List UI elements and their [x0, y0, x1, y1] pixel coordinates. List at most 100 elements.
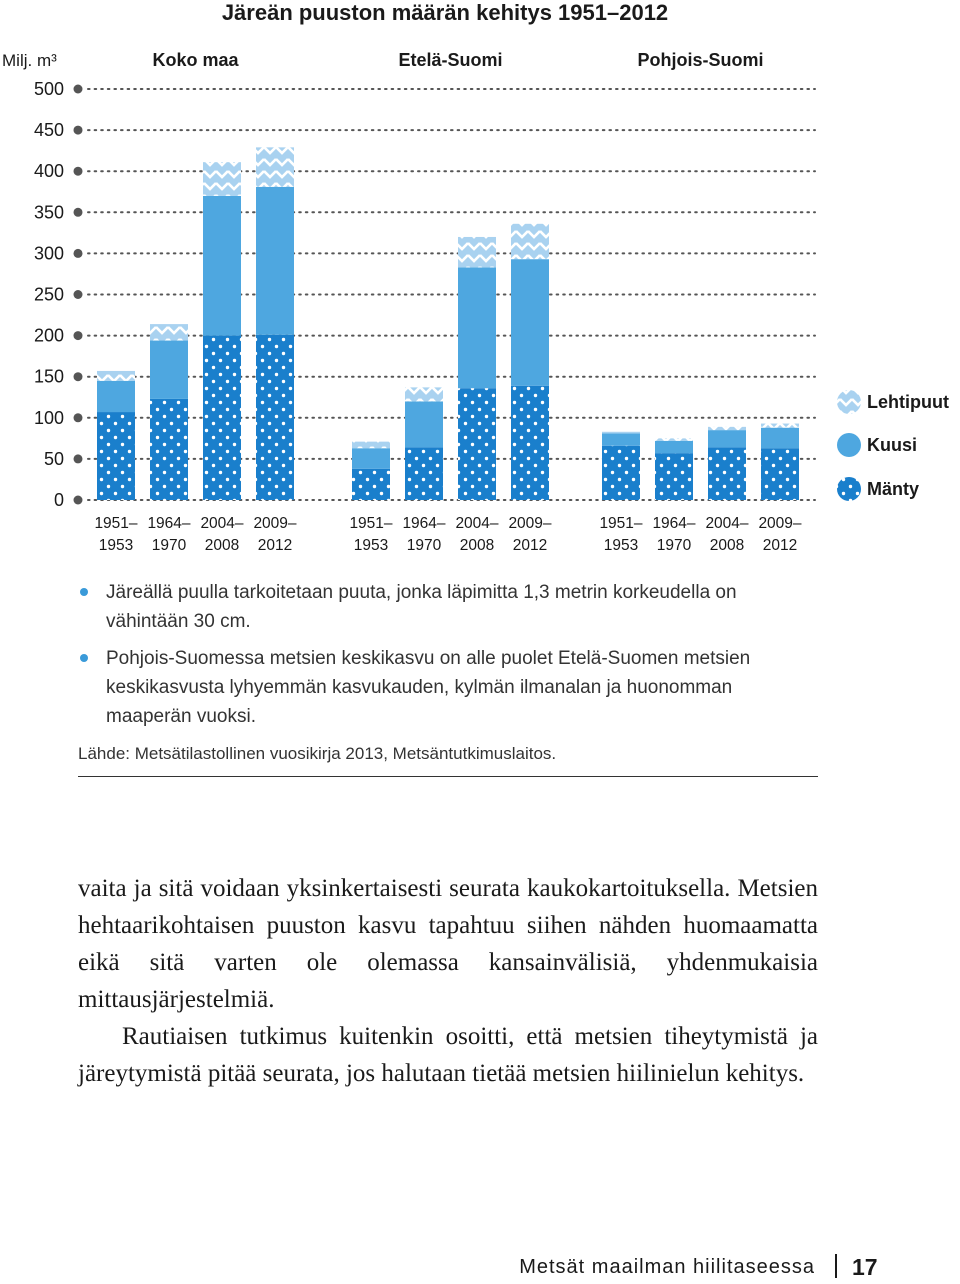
- x-tick-label: 1970: [407, 537, 442, 554]
- bar-mänty-segment: [150, 398, 188, 500]
- bar-kuusi-segment: [655, 440, 693, 454]
- legend-label: Mänty: [867, 479, 919, 499]
- x-tick-label: 2004–: [455, 515, 498, 532]
- bar-lehtipuut-segment: [97, 370, 135, 381]
- x-tick-label: 1964–: [147, 515, 190, 532]
- gridline-dot: [73, 495, 83, 505]
- x-tick-label: 1964–: [652, 515, 695, 532]
- bar-lehtipuut-segment: [256, 147, 294, 187]
- bar-lehtipuut-segment: [150, 324, 188, 341]
- bar-groups: Koko maa Etelä-Suomi Pohjois-Suomi: [152, 50, 763, 70]
- bar-mänty-segment: [405, 447, 443, 500]
- x-tick-label: 1953: [99, 537, 133, 554]
- bar-lehtipuut-segment: [203, 162, 241, 196]
- x-tick-labels: 1951– 1953 1964– 1970 2004– 2008 2009– 2012 1951…: [94, 515, 801, 554]
- x-tick-label: 2004–: [200, 515, 243, 532]
- gridline-dot: [73, 84, 83, 94]
- note-text: Järeällä puulla tarkoitetaan puuta, jonk…: [106, 582, 737, 632]
- group-label: Etelä-Suomi: [398, 50, 502, 70]
- bar-mänty-segment: [602, 445, 640, 500]
- gridline-dot: [73, 125, 83, 135]
- legend: Lehtipuut Kuusi Mänty: [837, 390, 949, 501]
- bar-lehtipuut-segment: [602, 431, 640, 434]
- y-tick-label: 0: [54, 490, 64, 510]
- gridline-dot: [73, 207, 83, 217]
- gridline-dot: [73, 331, 83, 341]
- bar-lehtipuut-segment: [655, 438, 693, 441]
- y-tick-label: 50: [44, 449, 64, 469]
- bar-kuusi-segment: [405, 401, 443, 448]
- footer: Metsät maailman hiilitaseessa 17: [0, 1254, 960, 1284]
- bar-lehtipuut-segment: [352, 441, 390, 449]
- legend-swatch: [837, 433, 861, 457]
- x-tick-label: 2012: [513, 537, 547, 554]
- legend-label: Kuusi: [867, 435, 917, 455]
- x-tick-label: 1964–: [402, 515, 445, 532]
- bar-lehtipuut-segment: [458, 236, 496, 268]
- y-tick-label: 350: [34, 202, 64, 222]
- bar-lehtipuut-segment: [405, 387, 443, 402]
- bar-mänty-segment: [708, 447, 746, 500]
- bar-kuusi-segment: [602, 433, 640, 446]
- footer-title: Metsät maailman hiilitaseessa: [519, 1256, 815, 1278]
- y-tick-label: 200: [34, 326, 64, 346]
- y-tick-label: 450: [34, 120, 64, 140]
- group-label: Koko maa: [152, 50, 239, 70]
- x-tick-label: 2008: [205, 537, 239, 554]
- bar-kuusi-segment: [256, 186, 294, 335]
- bar-kuusi-segment: [150, 340, 188, 399]
- x-tick-label: 2012: [258, 537, 292, 554]
- gridline-dot: [73, 413, 83, 423]
- bar-mänty-segment: [256, 334, 294, 500]
- y-tick-label: 300: [34, 243, 64, 263]
- bars: [97, 147, 799, 500]
- bar-kuusi-segment: [708, 430, 746, 448]
- bar-lehtipuut-segment: [761, 423, 799, 428]
- x-tick-label: 2012: [763, 537, 797, 554]
- body-paragraph: Rautiaisen tutkimus kuitenkin osoitti, e…: [78, 1023, 818, 1087]
- note-item: Pohjois-Suomessa metsien keskikasvu on a…: [78, 644, 818, 731]
- bullet-icon: [80, 654, 88, 662]
- bar-mänty-segment: [458, 388, 496, 500]
- note-item: Järeällä puulla tarkoitetaan puuta, jonk…: [78, 578, 818, 636]
- body-paragraph: vaita ja sitä voidaan yksinkertaisesti s…: [78, 875, 818, 1013]
- page-number: 17: [852, 1254, 878, 1280]
- x-tick-label: 1953: [604, 537, 638, 554]
- source-text: Lähde: Metsätilastollinen vuosikirja 201…: [78, 744, 557, 763]
- x-tick-label: 1970: [152, 537, 187, 554]
- x-tick-label: 1970: [657, 537, 692, 554]
- notes-list: Järeällä puulla tarkoitetaan puuta, jonk…: [78, 578, 818, 739]
- bar-mänty-segment: [352, 468, 390, 500]
- chart: Järeän puuston määrän kehitys 1951–2012 …: [2, 0, 949, 554]
- bar-kuusi-segment: [458, 267, 496, 389]
- x-tick-label: 2004–: [705, 515, 748, 532]
- x-tick-label: 2009–: [253, 515, 296, 532]
- y-axis-label: Milj. m³: [2, 51, 57, 70]
- bar-kuusi-segment: [511, 259, 549, 386]
- bar-kuusi-segment: [97, 380, 135, 413]
- footer-divider: [835, 1254, 837, 1278]
- gridline-dot: [73, 372, 83, 382]
- y-tick-labels: 0 50 100 150 200 250 300 350 400 450 500: [34, 79, 64, 510]
- bar-mänty-segment: [655, 453, 693, 500]
- y-tick-label: 400: [34, 161, 64, 181]
- bar-mänty-segment: [97, 412, 135, 500]
- group-label: Pohjois-Suomi: [638, 50, 764, 70]
- x-tick-label: 2008: [460, 537, 494, 554]
- x-tick-label: 1951–: [599, 515, 642, 532]
- gridline-dot: [73, 166, 83, 176]
- y-tick-label: 500: [34, 79, 64, 99]
- y-tick-label: 100: [34, 408, 64, 428]
- y-tick-label: 150: [34, 367, 64, 387]
- bar-lehtipuut-segment: [511, 223, 549, 260]
- x-tick-label: 2009–: [758, 515, 801, 532]
- x-tick-label: 2009–: [508, 515, 551, 532]
- legend-swatch: [837, 390, 861, 414]
- note-text: Pohjois-Suomessa metsien keskikasvu on a…: [106, 648, 751, 727]
- bar-kuusi-segment: [761, 427, 799, 449]
- divider: [78, 776, 818, 777]
- x-tick-label: 1951–: [349, 515, 392, 532]
- body-text: vaita ja sitä voidaan yksinkertaisesti s…: [78, 870, 818, 1092]
- x-tick-label: 2008: [710, 537, 744, 554]
- bar-kuusi-segment: [203, 195, 241, 336]
